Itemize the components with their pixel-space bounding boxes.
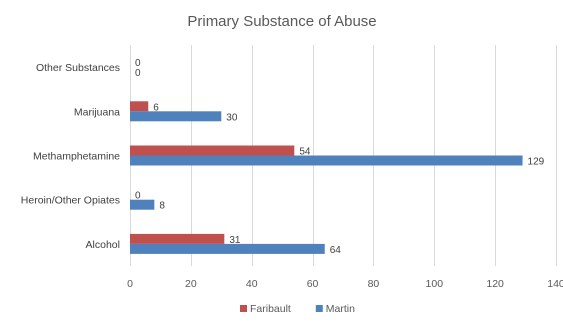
data-label: 30 [226, 112, 238, 123]
legend-swatch [240, 305, 247, 312]
legend: Faribault Martin [240, 303, 355, 315]
bar-faribault [130, 233, 225, 244]
category-axis: Other Substances Marijuana Methamphetamine… [21, 62, 120, 251]
data-label: 0 [135, 68, 141, 79]
legend-swatch [315, 305, 323, 312]
x-tick-label: 80 [368, 278, 380, 290]
category-label: Alcohol [86, 239, 120, 251]
category-label: Other Substances [36, 62, 120, 74]
data-label: 6 [153, 102, 159, 113]
category-label: Methamphetamine [33, 151, 120, 163]
category-label: Heroin/Other Opiates [21, 195, 120, 207]
x-tick-label: 120 [486, 278, 504, 290]
bar-faribault [130, 101, 149, 112]
bar-martin [130, 111, 222, 122]
legend-label: Martin [326, 303, 355, 315]
x-tick-label: 100 [426, 278, 444, 290]
data-label: 31 [229, 235, 241, 246]
bar-martin [130, 199, 155, 210]
data-label: 8 [159, 201, 165, 212]
value-axis: 0 20 40 60 80 100 120 140 [127, 278, 563, 290]
x-tick-label: 40 [246, 278, 258, 290]
x-tick-label: 0 [127, 278, 133, 290]
x-tick-label: 20 [185, 278, 197, 290]
chart-title: Primary Substance of Abuse [187, 13, 376, 30]
data-label: 64 [330, 245, 342, 256]
bar-martin [130, 155, 523, 166]
data-label: 54 [299, 147, 311, 158]
legend-label: Faribault [250, 303, 291, 315]
bars [130, 101, 523, 254]
category-label: Marijuana [74, 106, 120, 118]
bar-martin [130, 243, 325, 254]
data-label: 0 [135, 58, 141, 69]
x-tick-label: 140 [547, 278, 563, 290]
data-label: 129 [528, 157, 545, 168]
data-label: 0 [135, 191, 141, 202]
bar-faribault [130, 145, 295, 156]
x-tick-label: 60 [307, 278, 319, 290]
